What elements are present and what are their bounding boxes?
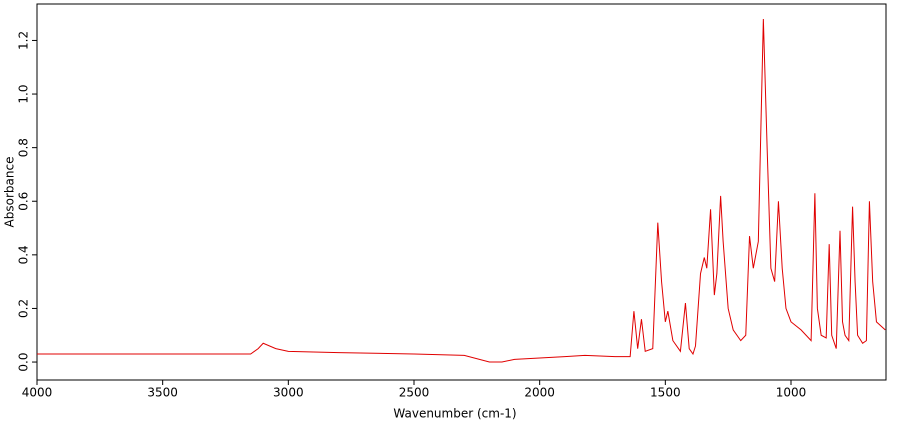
y-tick-label: 1.2 [17, 31, 31, 50]
x-tick-label: 4000 [22, 386, 53, 400]
y-axis-title: Absorbance [3, 157, 17, 228]
x-tick-label: 1000 [776, 386, 807, 400]
x-tick-label: 2000 [524, 386, 555, 400]
y-tick-label: 0.2 [17, 299, 31, 318]
x-tick-label: 3500 [147, 386, 178, 400]
x-tick-label: 3000 [273, 386, 304, 400]
y-tick-label: 0.4 [17, 245, 31, 264]
x-tick-label: 1500 [650, 386, 681, 400]
y-tick-label: 0.0 [17, 352, 31, 371]
plot-frame [36, 3, 887, 381]
y-tick-label: 1.0 [17, 85, 31, 104]
spectrum-line [37, 18, 886, 363]
x-tick-label: 2500 [399, 386, 430, 400]
y-tick-label: 0.8 [17, 138, 31, 157]
y-tick-label: 0.6 [17, 192, 31, 211]
x-axis-title: Wavenumber (cm-1) [393, 407, 516, 421]
